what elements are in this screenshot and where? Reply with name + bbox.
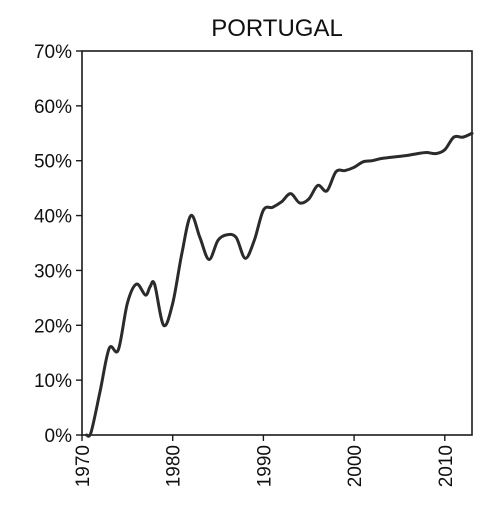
data-point — [117, 348, 120, 352]
y-tick-label: 10% — [34, 371, 72, 392]
data-point — [271, 206, 274, 209]
data-point — [307, 197, 310, 201]
data-point — [280, 200, 283, 204]
data-point — [289, 192, 292, 195]
data-point — [153, 282, 156, 286]
data-point — [253, 239, 256, 242]
data-point — [461, 135, 465, 139]
data-point — [244, 257, 247, 260]
data-point — [316, 184, 320, 187]
data-point — [389, 156, 392, 159]
data-point — [334, 170, 338, 173]
data-point — [407, 154, 410, 157]
data-point — [85, 433, 88, 437]
x-tick-label: 2010 — [436, 445, 457, 487]
data-point — [234, 236, 238, 239]
data-point — [425, 151, 428, 154]
data-point — [416, 152, 419, 155]
data-point — [207, 258, 211, 261]
data-point — [126, 302, 129, 305]
data-point — [380, 157, 383, 160]
data-point — [108, 347, 111, 350]
y-tick-label: 50% — [34, 152, 72, 173]
x-tick-label: 1970 — [73, 445, 94, 487]
series-line-0 — [85, 131, 474, 438]
data-point — [361, 160, 365, 164]
y-tick-label: 0% — [45, 426, 73, 447]
data-point — [135, 282, 138, 286]
data-point — [371, 159, 374, 162]
x-tick-label: 1980 — [164, 445, 185, 487]
data-point — [398, 155, 401, 158]
data-point — [470, 132, 474, 135]
data-point — [198, 236, 202, 239]
series-layer — [85, 131, 474, 438]
data-point — [171, 302, 174, 305]
data-point — [225, 233, 229, 236]
y-tick-label: 60% — [34, 97, 72, 118]
data-point — [434, 152, 437, 155]
y-axis: 0% 10% 20% 30% 40% 50% 60% 70% — [34, 42, 82, 447]
plot-frame — [81, 50, 473, 436]
data-point — [325, 189, 329, 193]
data-point — [89, 431, 93, 434]
data-point — [443, 148, 446, 151]
y-tick-label: 70% — [34, 42, 72, 63]
y-tick-label: 40% — [34, 207, 72, 228]
y-tick-label: 20% — [34, 316, 72, 337]
data-point — [162, 324, 165, 327]
data-point — [343, 169, 347, 172]
x-tick-label: 1990 — [254, 445, 275, 487]
data-point — [298, 201, 301, 205]
data-point — [189, 214, 193, 217]
data-point — [216, 239, 220, 242]
data-point — [148, 285, 152, 289]
data-point — [180, 252, 183, 256]
data-point — [262, 208, 265, 212]
data-point — [98, 389, 102, 393]
x-tick-label: 2000 — [345, 445, 366, 487]
x-axis: 1970 1980 1990 2000 2010 — [73, 435, 457, 487]
y-tick-label: 30% — [34, 261, 72, 282]
data-point — [452, 135, 456, 139]
chart-title: PORTUGAL — [211, 15, 343, 42]
data-point — [144, 293, 147, 297]
data-point — [352, 166, 356, 169]
